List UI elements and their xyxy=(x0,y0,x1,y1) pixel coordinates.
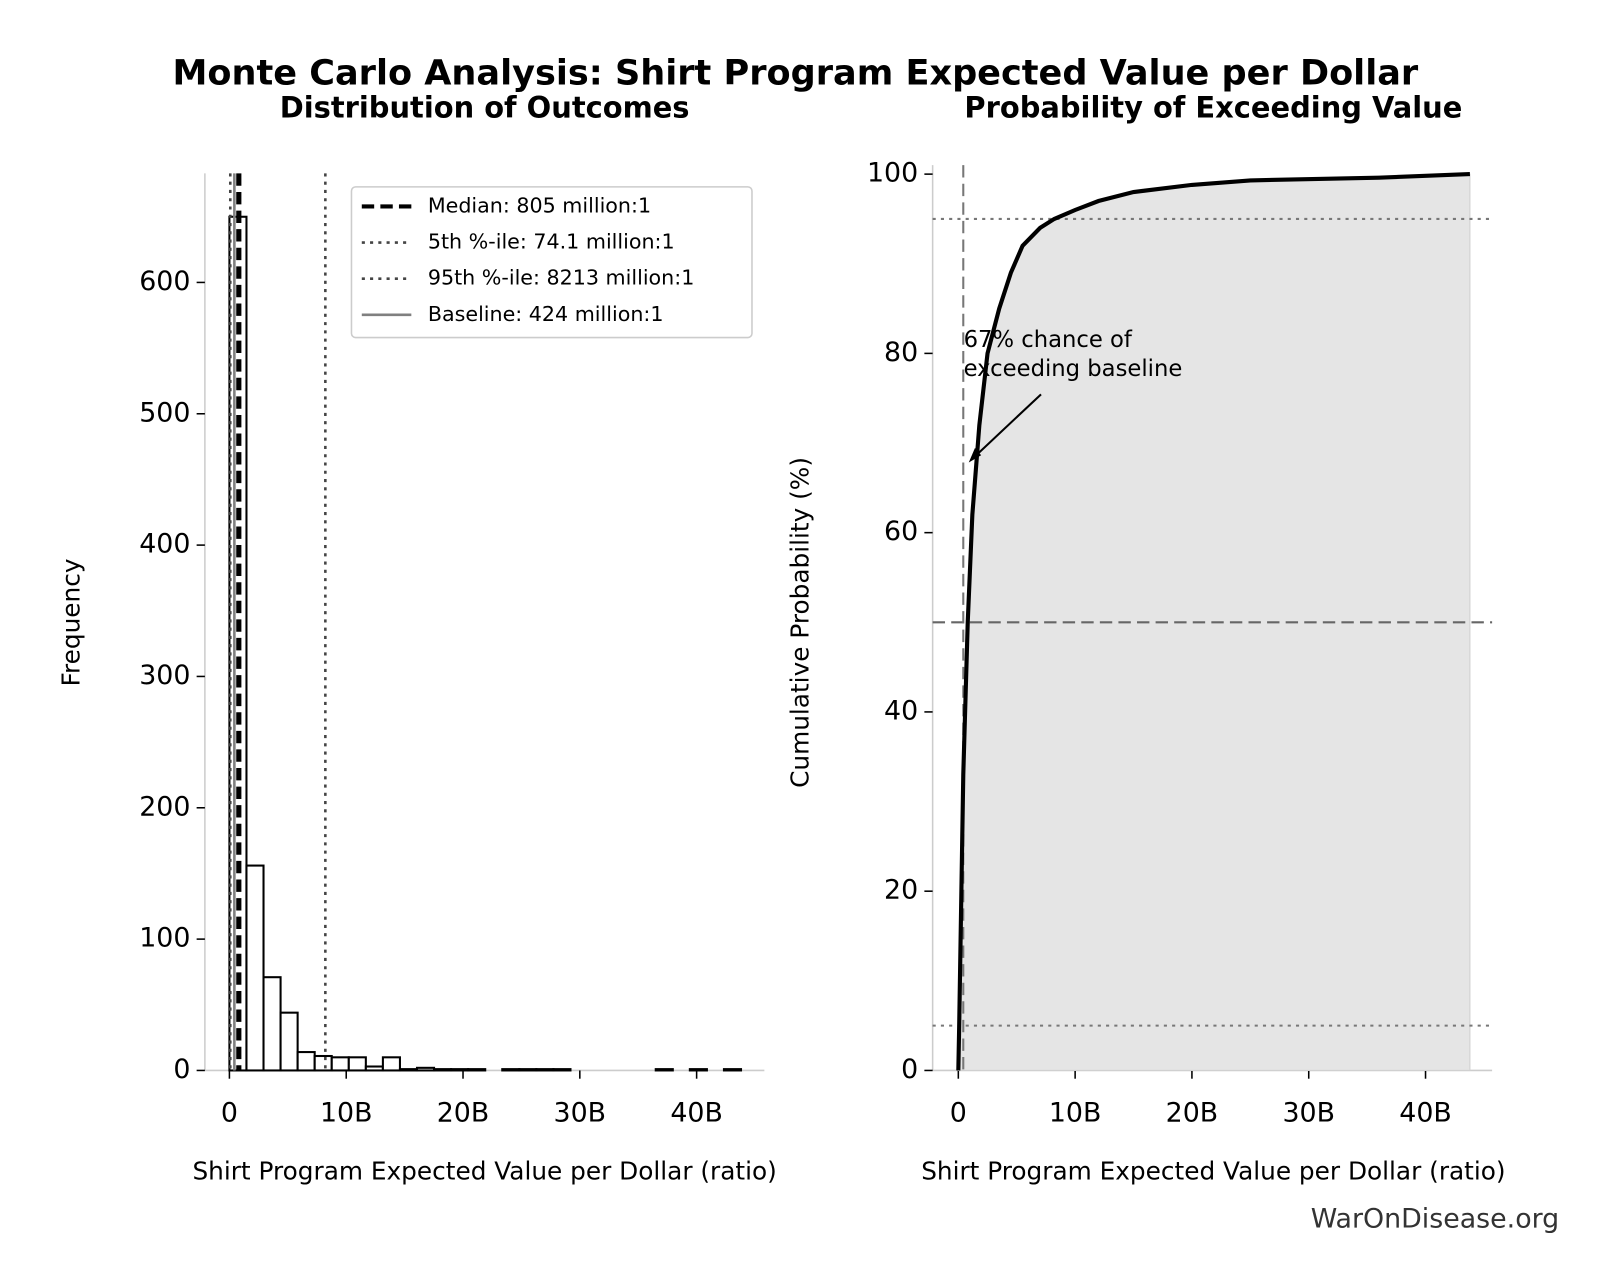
legend xyxy=(350,186,753,339)
bar xyxy=(398,1068,419,1072)
bar xyxy=(330,1056,350,1072)
bar xyxy=(347,1056,367,1072)
annotation: exceeding baseline xyxy=(964,356,1183,382)
x-tick-label: 40B xyxy=(1399,1097,1452,1128)
legend-label: Median: 805 million:1 xyxy=(428,193,651,217)
bar xyxy=(364,1065,384,1072)
y-axis-label: Frequency xyxy=(57,558,86,686)
y-tick-label: 80 xyxy=(884,337,918,368)
bar xyxy=(313,1054,333,1072)
x-axis-label: Shirt Program Expected Value per Dollar … xyxy=(192,1157,776,1186)
y-tick-label: 500 xyxy=(139,397,190,428)
annotation: 67% chance of xyxy=(964,327,1133,353)
y-tick-label: 20 xyxy=(884,875,918,906)
bar xyxy=(450,1068,470,1072)
legend-label: 95th %-ile: 8213 million:1 xyxy=(428,266,694,290)
bar xyxy=(415,1066,436,1072)
bar xyxy=(654,1068,674,1072)
bar xyxy=(433,1068,453,1072)
bar xyxy=(467,1068,487,1072)
bar xyxy=(688,1068,708,1072)
x-tick-label: 0 xyxy=(221,1097,238,1128)
bar xyxy=(501,1068,521,1072)
y-tick-label: 100 xyxy=(867,158,918,189)
bar xyxy=(518,1068,538,1072)
x-tick-label: 0 xyxy=(950,1097,967,1128)
x-tick-label: 20B xyxy=(1166,1097,1219,1128)
x-tick-label: 40B xyxy=(670,1097,723,1128)
annotation-arrowhead xyxy=(968,448,982,463)
bar xyxy=(296,1051,316,1072)
x-tick-label: 10B xyxy=(1049,1097,1102,1128)
y-tick-label: 100 xyxy=(139,923,190,954)
bar xyxy=(262,976,282,1072)
legend-label: 5th %-ile: 74.1 million:1 xyxy=(428,230,675,254)
bar xyxy=(722,1068,743,1072)
x-tick-label: 10B xyxy=(320,1097,373,1128)
y-tick-label: 60 xyxy=(884,516,918,547)
bar xyxy=(381,1056,401,1072)
subplot-title: Probability of Exceeding Value xyxy=(964,90,1462,124)
bar xyxy=(535,1068,555,1072)
x-tick-label: 30B xyxy=(554,1097,607,1128)
y-tick-label: 200 xyxy=(139,791,190,822)
legend-label: Baseline: 424 million:1 xyxy=(428,302,664,326)
x-tick-label: 20B xyxy=(437,1097,490,1128)
y-tick-label: 40 xyxy=(884,695,918,726)
y-tick-label: 0 xyxy=(173,1054,190,1085)
bar xyxy=(245,864,265,1072)
x-axis-label: Shirt Program Expected Value per Dollar … xyxy=(921,1157,1505,1186)
x-tick-label: 30B xyxy=(1282,1097,1335,1128)
chart-title: Monte Carlo Analysis: Shirt Program Expe… xyxy=(172,52,1418,93)
y-tick-label: 600 xyxy=(139,266,190,297)
bar xyxy=(552,1068,572,1072)
annotation-arrow xyxy=(972,393,1042,460)
bar xyxy=(279,1011,299,1072)
source: WarOnDisease.org xyxy=(1311,1204,1559,1235)
y-tick-label: 0 xyxy=(901,1054,918,1085)
y-tick-label: 300 xyxy=(139,660,190,691)
y-tick-label: 400 xyxy=(139,529,190,560)
subplot-title: Distribution of Outcomes xyxy=(280,90,690,124)
y-axis-label: Cumulative Probability (%) xyxy=(786,457,815,788)
line xyxy=(956,172,1471,1071)
